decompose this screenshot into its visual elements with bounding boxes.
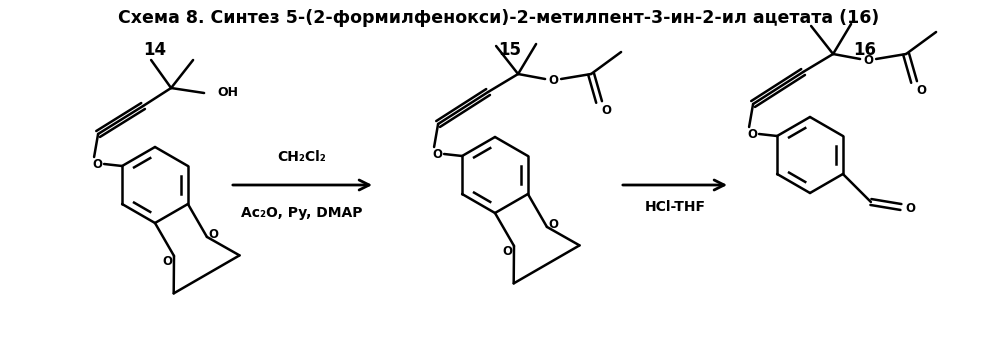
Text: O: O [209,228,219,241]
Text: 16: 16 [853,41,876,59]
Text: O: O [916,84,926,96]
Text: O: O [747,128,757,142]
Text: O: O [548,73,558,87]
Text: O: O [863,54,873,66]
Text: 14: 14 [144,41,167,59]
Text: HCl-THF: HCl-THF [644,200,705,214]
Text: O: O [433,149,443,161]
Text: OH: OH [217,87,238,99]
Text: O: O [905,202,915,214]
Text: Ac₂O, Py, DMAP: Ac₂O, Py, DMAP [241,206,363,220]
Text: Схема 8. Синтез 5-(2-формилфенокси)-2-метилпент-3-ин-2-ил ацетата (16): Схема 8. Синтез 5-(2-формилфенокси)-2-ме… [118,9,880,27]
Text: 15: 15 [499,41,521,59]
Text: O: O [92,158,102,172]
Text: O: O [601,103,611,117]
Text: O: O [162,255,172,268]
Text: CH₂Cl₂: CH₂Cl₂ [278,150,327,164]
Text: O: O [548,218,558,232]
Text: O: O [502,245,512,258]
